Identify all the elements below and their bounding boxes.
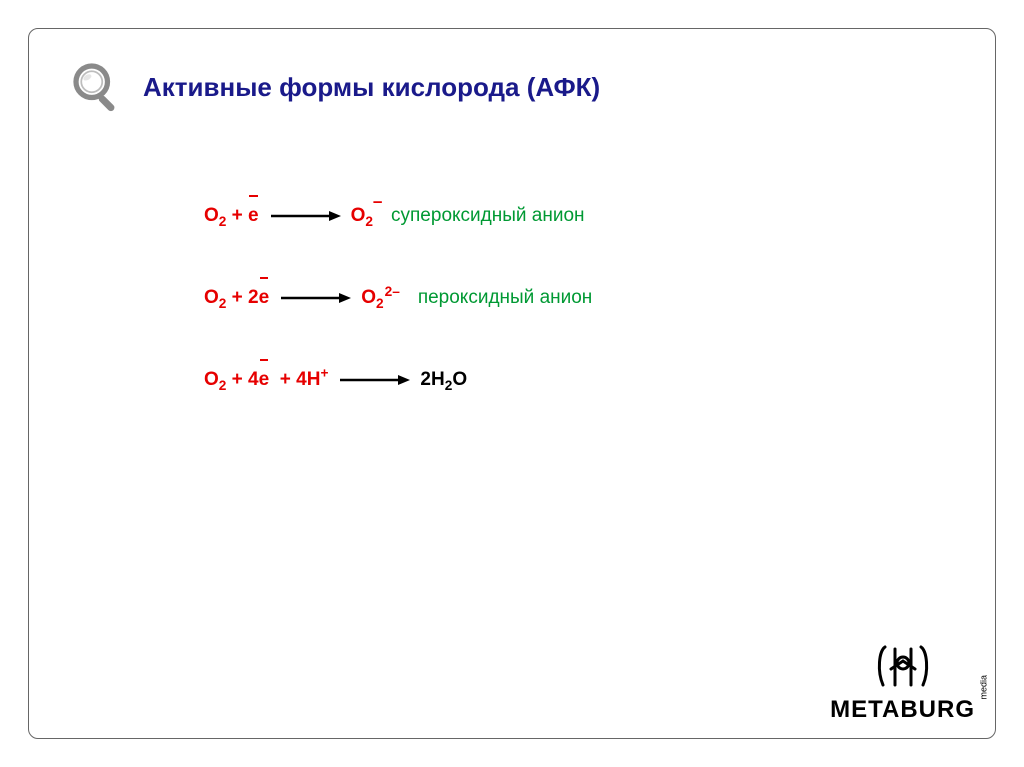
slide-frame: Активные формы кислорода (АФК) O2 + e O2 с… bbox=[28, 28, 996, 739]
logo-suffix: media bbox=[979, 675, 989, 700]
reaction-rhs: O2 bbox=[351, 205, 373, 227]
reaction-lhs: O2 + 4e + 4H+ bbox=[204, 369, 328, 391]
logo-icon bbox=[861, 641, 945, 691]
logo: METABURG media bbox=[830, 641, 975, 724]
header: Активные формы кислорода (АФК) bbox=[69, 59, 955, 115]
reaction-rhs: O22– bbox=[361, 287, 400, 309]
reaction-row: O2 + 4e + 4H+ 2H2O bbox=[204, 369, 955, 391]
arrow-icon bbox=[279, 291, 351, 305]
arrow-icon bbox=[269, 209, 341, 223]
logo-text: METABURG bbox=[830, 696, 975, 724]
page-title: Активные формы кислорода (АФК) bbox=[143, 72, 600, 103]
reaction-rhs: 2H2O bbox=[420, 369, 467, 391]
reaction-lhs: O2 + e bbox=[204, 205, 259, 227]
reactions-list: O2 + e O2 супероксидный анион O2 + 2e O22– пе… bbox=[204, 205, 955, 391]
slide: Активные формы кислорода (АФК) O2 + e O2 с… bbox=[0, 0, 1024, 767]
reaction-label: пероксидный анион bbox=[418, 287, 593, 309]
reaction-row: O2 + 2e O22– пероксидный анион bbox=[204, 287, 955, 309]
reaction-row: O2 + e O2 супероксидный анион bbox=[204, 205, 955, 227]
magnifier-icon bbox=[69, 59, 125, 115]
reaction-label: супероксидный анион bbox=[391, 205, 585, 227]
reaction-lhs: O2 + 2e bbox=[204, 287, 269, 309]
arrow-icon bbox=[338, 373, 410, 387]
